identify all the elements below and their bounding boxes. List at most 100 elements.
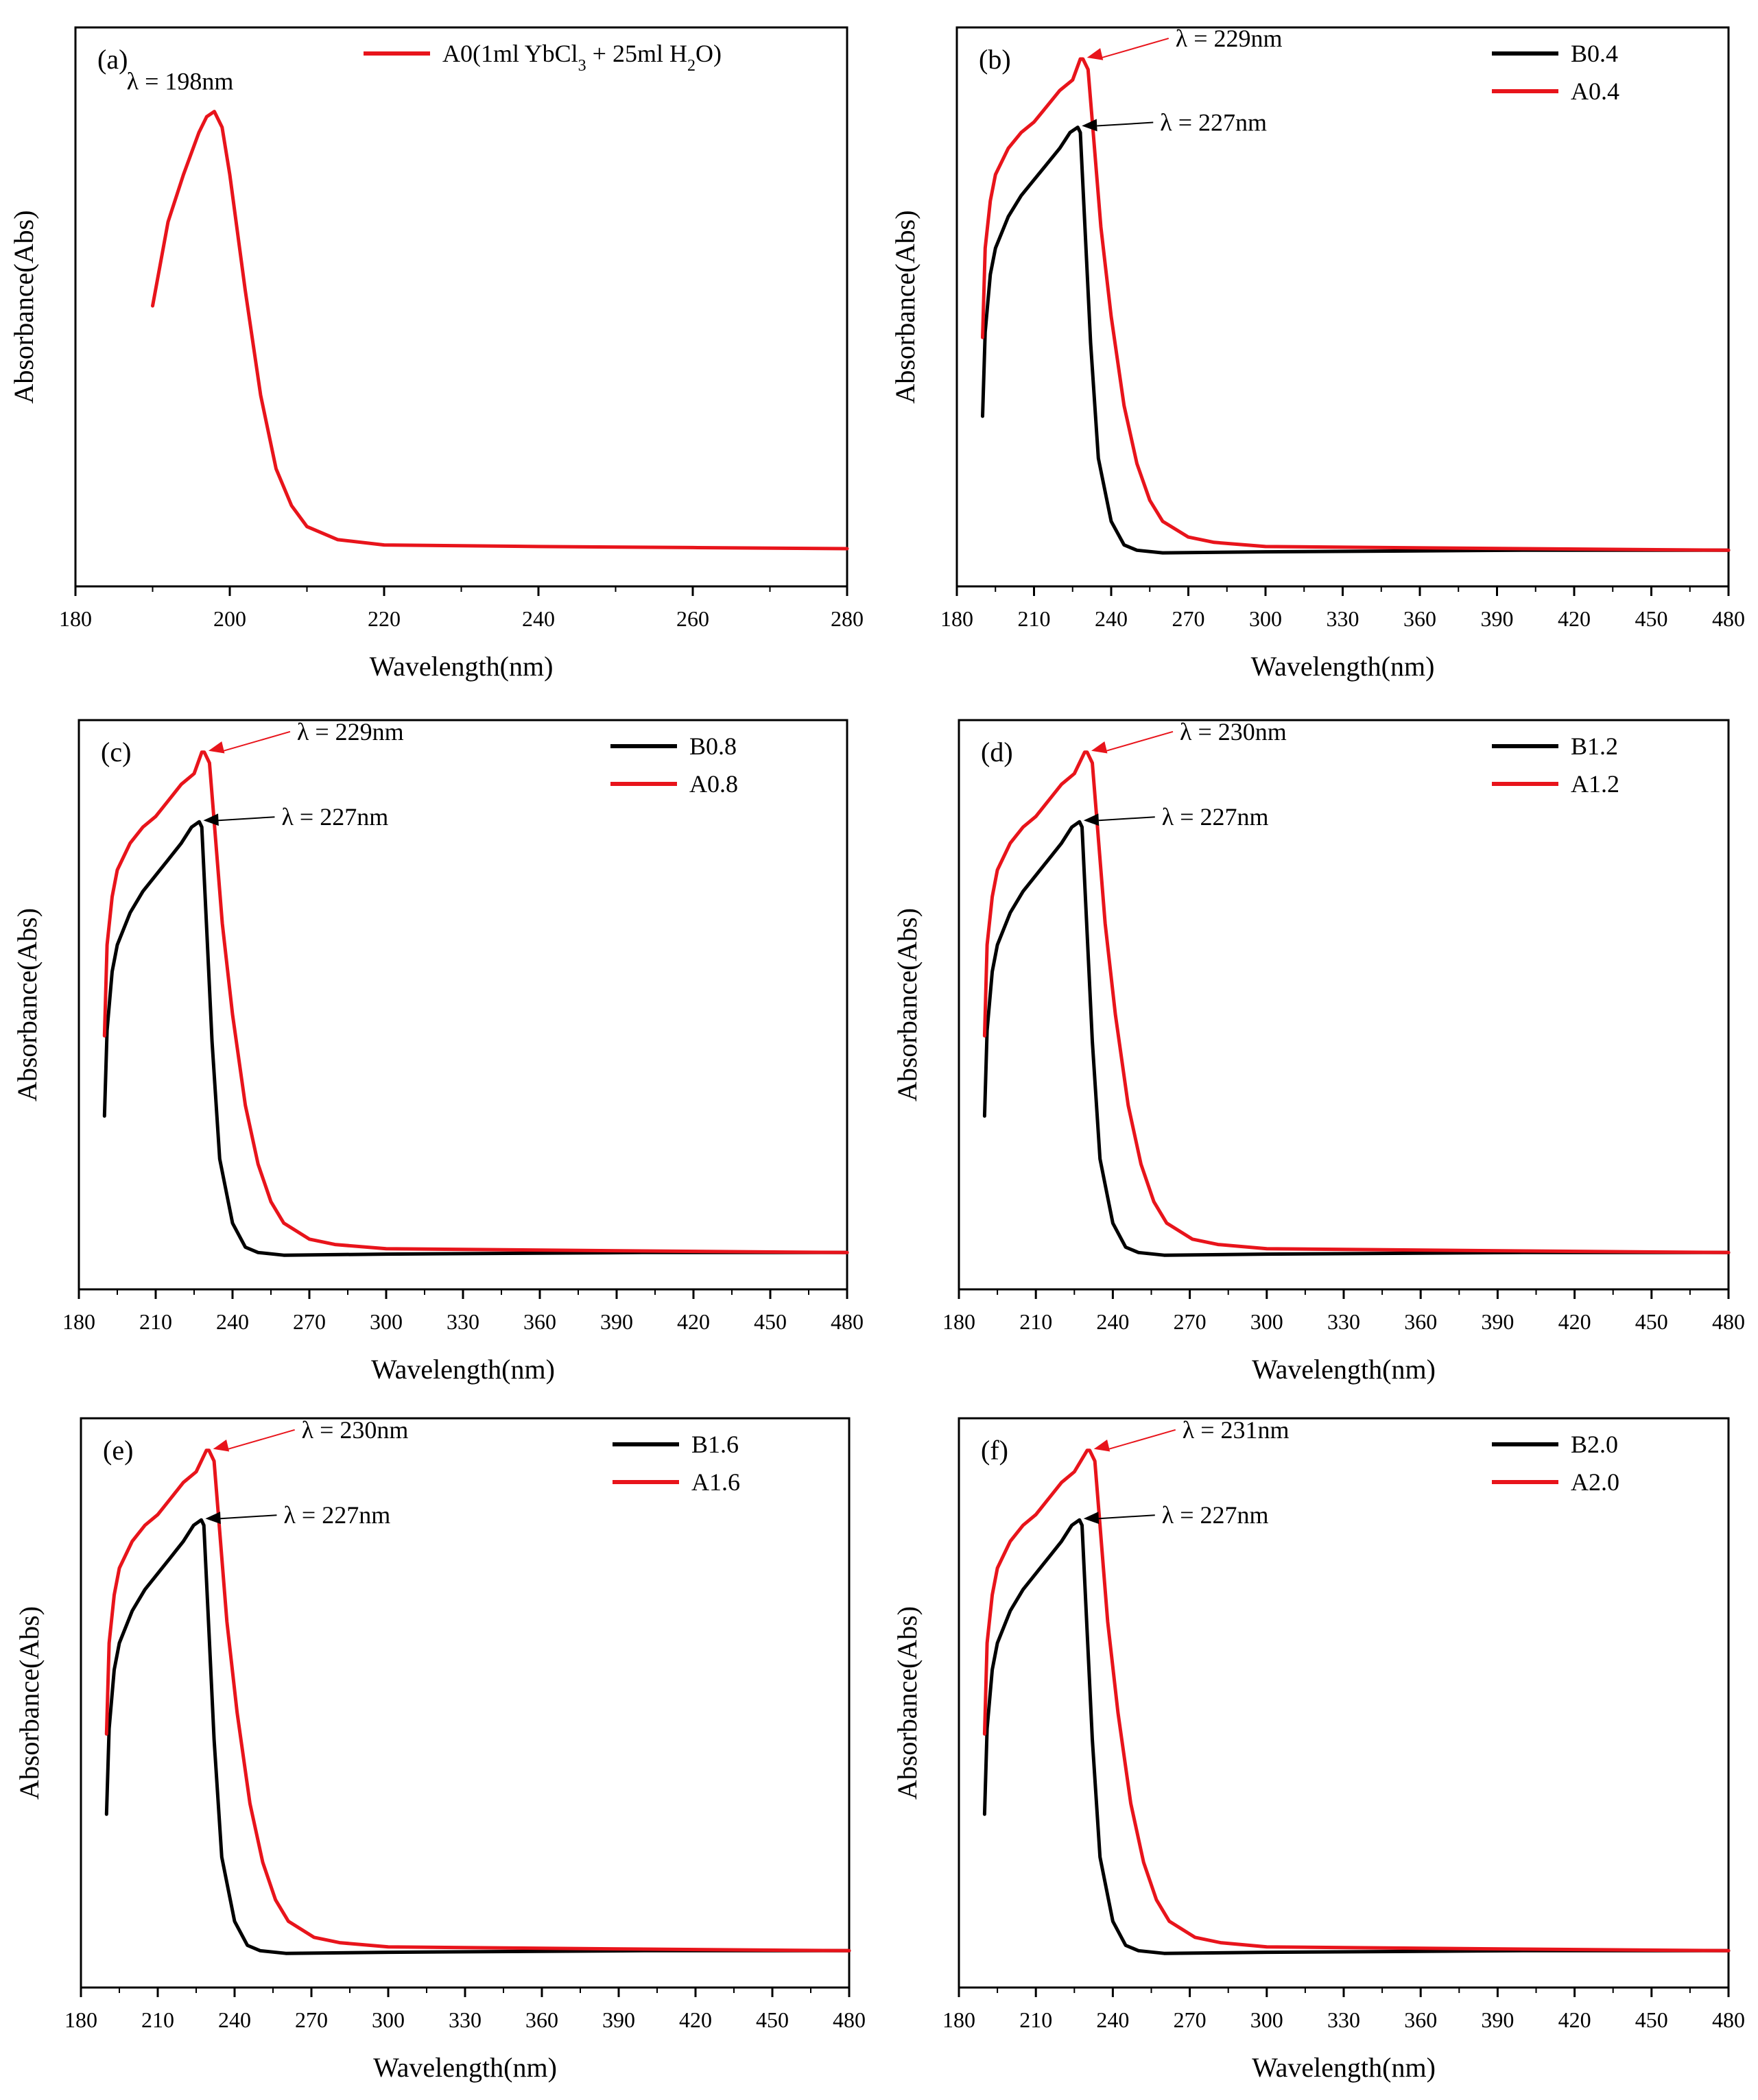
annotation-arrowhead — [1083, 1512, 1100, 1525]
panels-group: 180 200 220 240 260 280 Wavelength(nm) Absorban… — [8, 25, 1745, 2083]
plot-frame — [78, 719, 848, 1291]
x-axis-title: Wavelength(nm) — [1251, 651, 1435, 682]
x-tick-label: 390 — [600, 1309, 633, 1334]
x-tick-label: 180 — [62, 1309, 95, 1334]
series-line-a2.0 — [982, 1448, 1731, 1953]
annotation-arrowhead — [208, 741, 225, 754]
legend-label: B1.2 — [1571, 732, 1618, 760]
x-tick-label: 360 — [1403, 606, 1436, 631]
peak-annotation: λ = 227nm — [283, 1501, 390, 1529]
chart-panel: 180 210 240 270 300 330 360 390 420 450 480 Wavelen… — [14, 1416, 866, 2083]
legend-label: A1.2 — [1571, 770, 1619, 798]
peak-annotation: λ = 230nm — [1180, 718, 1287, 745]
x-tick-label: 200 — [213, 606, 246, 631]
x-tick-label: 300 — [1249, 606, 1282, 631]
x-tick-label: 270 — [1174, 2007, 1207, 2032]
y-axis-title: Absorbance(Abs) — [890, 210, 920, 403]
x-tick-label: 360 — [1404, 2007, 1437, 2032]
x-tick-label: 180 — [64, 2007, 97, 2032]
x-axis-title: Wavelength(nm) — [1252, 2052, 1436, 2083]
x-tick-label: 420 — [679, 2007, 712, 2032]
x-tick-label: 300 — [370, 1309, 403, 1334]
annotation-arrowhead — [1082, 119, 1097, 132]
x-tick-label: 240 — [1096, 1309, 1129, 1334]
x-tick-label: 420 — [1558, 606, 1591, 631]
x-tick-label: 450 — [756, 2007, 789, 2032]
panel-label: (a) — [97, 44, 128, 75]
x-tick-label: 210 — [1019, 2007, 1052, 2032]
series-line-a0 — [151, 110, 849, 551]
x-tick-label: 480 — [833, 2007, 866, 2032]
annotation-arrow-line — [228, 1429, 295, 1450]
y-axis-title: Absorbance(Abs) — [892, 908, 923, 1101]
legend-subscript: 3 — [578, 57, 586, 75]
series-line-a1.6 — [104, 1448, 851, 1953]
annotation-arrow-line — [220, 1514, 277, 1520]
annotation-arrow-line — [218, 816, 275, 822]
legend-text: A0(1ml YbCl — [442, 40, 578, 67]
peak-annotation: λ = 227nm — [1162, 803, 1269, 831]
x-tick-label: 390 — [1481, 2007, 1514, 2032]
y-axis-title: Absorbance(Abs) — [14, 1606, 45, 1800]
peak-annotation: λ = 231nm — [1183, 1416, 1290, 1444]
chart-panel: 180 210 240 270 300 330 360 390 420 450 480 Wavelen… — [12, 718, 864, 1385]
x-tick-label: 420 — [1558, 1309, 1591, 1334]
peak-annotation: λ = 227nm — [281, 803, 388, 831]
x-tick-label: 480 — [1712, 1309, 1745, 1334]
x-tick-label: 180 — [940, 606, 973, 631]
chart-panel: 180 210 240 270 300 330 360 390 420 450 480 Wavelen… — [890, 25, 1745, 682]
series-line-b2.0 — [982, 1518, 1731, 1955]
peak-annotation: λ = 229nm — [297, 718, 404, 745]
x-tick-label: 270 — [1174, 1309, 1207, 1334]
x-tick-label: 210 — [141, 2007, 174, 2032]
legend-label: A2.0 — [1571, 1468, 1619, 1496]
x-tick-label: 450 — [1635, 606, 1668, 631]
x-tick-label: 360 — [525, 2007, 558, 2032]
chart-panel: 180 210 240 270 300 330 360 390 420 450 480 Wavelen… — [892, 718, 1745, 1385]
peak-annotation: λ = 229nm — [1176, 25, 1283, 52]
x-tick-label: 450 — [1635, 1309, 1668, 1334]
panel-label: (d) — [981, 737, 1013, 767]
x-tick-label: 390 — [1481, 1309, 1514, 1334]
x-tick-label: 480 — [1712, 606, 1745, 631]
x-tick-label: 180 — [942, 2007, 975, 2032]
legend-label: B2.0 — [1571, 1431, 1618, 1458]
peak-annotation: λ = 198nm — [127, 68, 234, 95]
annotation-arrowhead — [1091, 741, 1108, 754]
x-tick-label: 420 — [677, 1309, 710, 1334]
legend-text: O) — [696, 40, 722, 67]
x-axis-title: Wavelength(nm) — [373, 2052, 557, 2083]
peak-annotation: λ = 227nm — [1162, 1501, 1269, 1529]
y-axis-title: Absorbance(Abs) — [892, 1606, 923, 1800]
annotation-arrowhead — [213, 1440, 230, 1452]
panel-label: (f) — [981, 1435, 1008, 1466]
x-tick-label: 450 — [1635, 2007, 1668, 2032]
x-tick-label: 240 — [1095, 606, 1128, 631]
x-tick-label: 300 — [1250, 1309, 1283, 1334]
annotation-arrowhead — [1086, 48, 1104, 60]
annotation-arrow-line — [1108, 1429, 1176, 1450]
annotation-arrow-line — [223, 730, 291, 752]
x-tick-label: 260 — [676, 606, 709, 631]
plot-frame — [955, 26, 1730, 588]
x-tick-label: 220 — [368, 606, 401, 631]
chart-panel: 180 200 220 240 260 280 Wavelength(nm) Absorban… — [8, 26, 864, 682]
x-tick-label: 330 — [447, 1309, 479, 1334]
x-tick-label: 270 — [293, 1309, 326, 1334]
legend-label: A0(1ml YbCl3 + 25ml H2O) — [442, 40, 722, 75]
legend-label: A0.4 — [1571, 77, 1619, 105]
annotation-arrow-line — [1098, 816, 1155, 822]
annotation-arrowhead — [203, 813, 219, 826]
x-axis-title: Wavelength(nm) — [370, 651, 554, 682]
x-tick-label: 240 — [522, 606, 555, 631]
series-line-a1.2 — [982, 750, 1731, 1254]
x-tick-label: 270 — [1172, 606, 1205, 631]
x-tick-label: 300 — [372, 2007, 405, 2032]
x-tick-label: 210 — [1018, 606, 1051, 631]
x-axis-title: Wavelength(nm) — [1252, 1354, 1436, 1385]
x-tick-label: 360 — [523, 1309, 556, 1334]
legend-label: B0.4 — [1571, 40, 1618, 67]
x-tick-label: 300 — [1250, 2007, 1283, 2032]
plot-frame — [74, 26, 848, 588]
